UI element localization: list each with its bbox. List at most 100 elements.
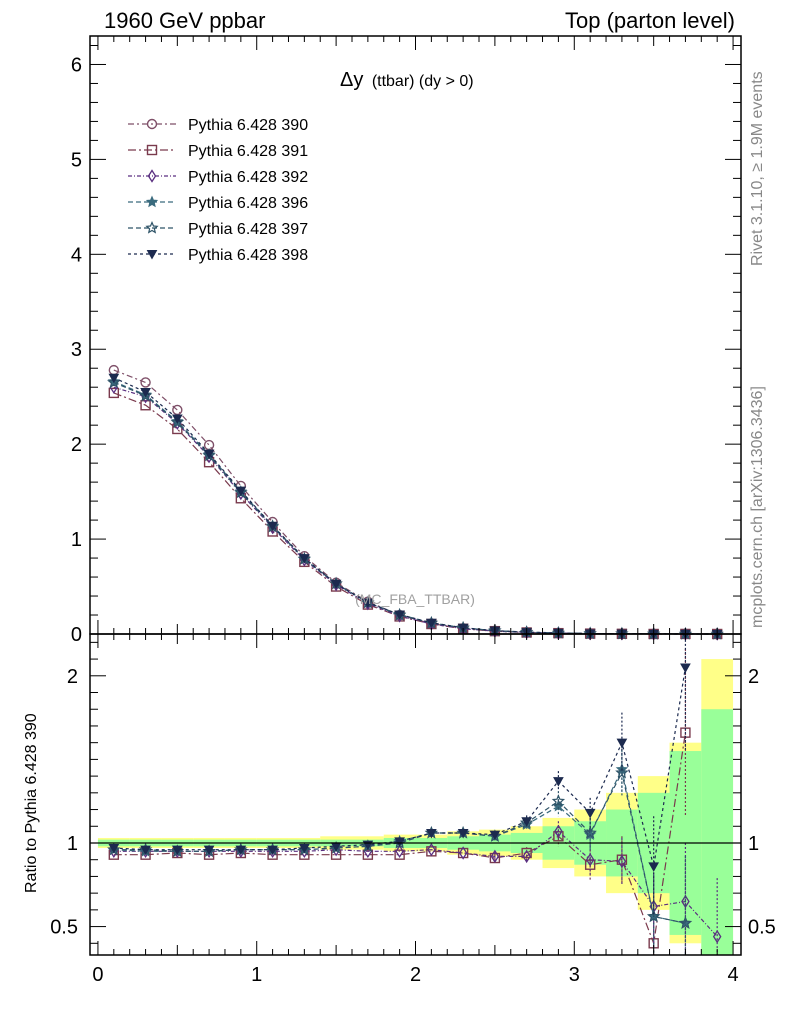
series-line <box>113 386 718 635</box>
chart-title-sub: (ttbar) (dy > 0) <box>372 73 474 90</box>
legend-item: Pythia 6.428 396 <box>128 195 308 212</box>
legend-label: Pythia 6.428 397 <box>188 221 308 238</box>
ratio-point <box>489 830 501 841</box>
ratio-point <box>427 842 436 857</box>
legend-marker <box>146 250 158 260</box>
ratio-point <box>140 845 151 856</box>
y-tick-label: 3 <box>71 339 82 361</box>
series-point <box>108 387 120 399</box>
legend-marker <box>146 144 158 156</box>
ratio-point <box>267 845 278 856</box>
series-point <box>203 449 215 460</box>
legend: Pythia 6.428 390 Pythia 6.428 391 Pythia 6… <box>128 117 308 264</box>
y-tick-label: 0 <box>71 624 82 646</box>
ratio-point <box>617 854 627 869</box>
x-tick-label: 1 <box>251 964 262 986</box>
legend-marker <box>145 195 159 208</box>
x-axis: 0 1 2 3 4 <box>92 36 739 986</box>
ratio-point <box>203 845 215 856</box>
y-tick-label: 2 <box>71 434 82 456</box>
uncertainty-bands <box>97 659 734 955</box>
ratio-point <box>108 844 120 854</box>
series-point <box>394 610 405 621</box>
ratio-point <box>616 738 628 749</box>
ratio-point <box>680 663 691 673</box>
ratio-point <box>394 849 405 860</box>
series-point <box>140 400 151 411</box>
y-tick-label: 1 <box>71 529 82 551</box>
series-point <box>267 521 278 532</box>
ratio-point <box>458 846 468 860</box>
band-green-bin <box>701 709 734 955</box>
ratio-point <box>235 845 247 856</box>
ratio-point <box>646 909 661 923</box>
series-point <box>138 388 153 402</box>
main-panel: 0 1 2 3 4 5 6 <box>71 35 742 646</box>
ratio-y-tick-label: 1 <box>67 833 78 855</box>
ratio-point <box>648 862 660 872</box>
series-point <box>362 598 374 609</box>
legend-item: Pythia 6.428 398 <box>128 247 308 264</box>
series-point <box>140 387 151 398</box>
series-point <box>170 415 185 429</box>
side-rivet: Rivet 3.1.10, ≥ 1.9M events <box>749 71 766 266</box>
chart-title-main: Δy <box>340 69 363 91</box>
side-mcplots: mcplots.cern.ch [arXiv:1306.3436] <box>749 386 766 628</box>
series-point <box>172 404 183 416</box>
series-point <box>171 414 183 425</box>
ratio-y-tick-label-right: 2 <box>748 666 759 688</box>
watermark: (MC_FBA_TTBAR) <box>355 591 475 607</box>
y-tick-label: 5 <box>71 149 82 171</box>
legend-item: Pythia 6.428 392 <box>128 169 308 186</box>
ratio-point <box>521 817 533 827</box>
x-tick-label: 2 <box>410 964 421 986</box>
series-point <box>140 377 151 388</box>
ratio-y-tick-label-right: 0.5 <box>748 917 776 939</box>
ratio-point <box>521 847 532 859</box>
ratio-point <box>362 849 374 860</box>
series-point <box>108 373 120 384</box>
ratio-point <box>585 852 595 867</box>
ratio-point <box>551 794 566 807</box>
series-point <box>235 486 247 497</box>
legend-marker <box>145 220 159 234</box>
legend-item: Pythia 6.428 390 <box>128 117 308 134</box>
legend-label: Pythia 6.428 392 <box>188 169 308 186</box>
ratio-y-axis: 0.5 0.5 1 1 2 2 <box>50 641 776 944</box>
y-tick-label: 6 <box>71 54 82 76</box>
ratio-point <box>712 929 722 944</box>
chart-title: Δy (ttbar) (dy > 0) <box>340 69 474 91</box>
legend-marker <box>146 118 158 130</box>
legend-label: Pythia 6.428 391 <box>188 143 308 160</box>
header-left: 1960 GeV ppbar <box>104 8 265 33</box>
series-6-ratio <box>108 634 691 917</box>
ratio-point <box>554 824 563 838</box>
ratio-point <box>678 916 693 929</box>
ratio-point <box>426 828 437 839</box>
legend-marker <box>147 169 157 183</box>
series-point <box>298 554 310 564</box>
legend-label: Pythia 6.428 390 <box>188 117 308 134</box>
ratio-point <box>490 849 500 864</box>
ratio-y-tick-label: 0.5 <box>50 917 78 939</box>
series-point <box>107 375 121 389</box>
y-tick-label: 4 <box>71 244 82 266</box>
x-tick-label: 4 <box>727 964 738 986</box>
ratio-point <box>298 844 310 854</box>
ratio-y-tick-label-right: 1 <box>748 833 759 855</box>
legend-item: Pythia 6.428 391 <box>128 143 308 160</box>
ratio-y-tick-label: 2 <box>67 666 78 688</box>
ratio-point <box>584 808 596 819</box>
ratio-point <box>553 777 564 787</box>
legend-label: Pythia 6.428 398 <box>188 247 308 264</box>
header-right: Top (parton level) <box>565 8 735 33</box>
legend-label: Pythia 6.428 396 <box>188 195 308 212</box>
ratio-point <box>522 849 531 864</box>
ratio-point <box>394 837 405 847</box>
x-tick-label: 0 <box>92 964 103 986</box>
ratio-panel: 0 1 2 3 4 0.5 0.5 1 1 2 2 <box>50 36 776 986</box>
ratio-point <box>457 828 469 839</box>
ratio-point <box>171 845 183 856</box>
main-y-axis: 0 1 2 3 4 5 6 <box>71 44 741 646</box>
